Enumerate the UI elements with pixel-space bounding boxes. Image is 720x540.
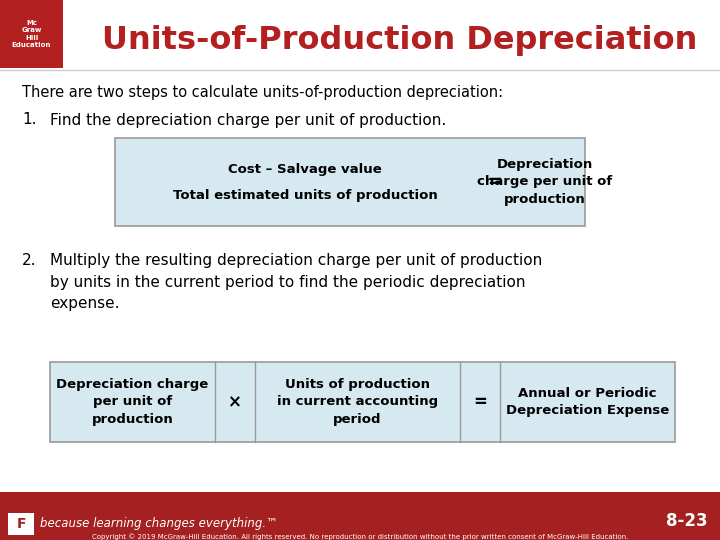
Text: Multiply the resulting depreciation charge per unit of production
by units in th: Multiply the resulting depreciation char… xyxy=(50,253,542,311)
Bar xyxy=(50,362,675,442)
Bar xyxy=(8,513,34,535)
Text: ×: × xyxy=(228,393,242,411)
Text: F: F xyxy=(17,517,26,531)
Text: Find the depreciation charge per unit of production.: Find the depreciation charge per unit of… xyxy=(50,112,446,127)
Text: =: = xyxy=(487,173,503,191)
Text: Depreciation charge
per unit of
production: Depreciation charge per unit of producti… xyxy=(56,378,209,426)
Text: Units of production
in current accounting
period: Units of production in current accountin… xyxy=(277,378,438,426)
Bar xyxy=(0,0,63,68)
Bar xyxy=(0,492,720,540)
Text: Mc
Graw
Hill
Education: Mc Graw Hill Education xyxy=(12,20,51,48)
Text: Depreciation
charge per unit of
production: Depreciation charge per unit of producti… xyxy=(477,158,613,206)
Text: Units-of-Production Depreciation: Units-of-Production Depreciation xyxy=(102,24,698,56)
Text: 1.: 1. xyxy=(22,112,37,127)
Text: Copyright © 2019 McGraw-Hill Education. All rights reserved. No reproduction or : Copyright © 2019 McGraw-Hill Education. … xyxy=(92,534,628,540)
Text: There are two steps to calculate units-of-production depreciation:: There are two steps to calculate units-o… xyxy=(22,85,503,100)
Text: Annual or Periodic
Depreciation Expense: Annual or Periodic Depreciation Expense xyxy=(506,387,669,417)
Text: 2.: 2. xyxy=(22,253,37,268)
Text: =: = xyxy=(473,393,487,411)
Text: 8-23: 8-23 xyxy=(667,512,708,530)
Text: Cost – Salvage value: Cost – Salvage value xyxy=(228,163,382,176)
Text: because learning changes everything.™: because learning changes everything.™ xyxy=(40,517,278,530)
Text: Total estimated units of production: Total estimated units of production xyxy=(173,188,437,201)
Bar xyxy=(115,138,585,226)
